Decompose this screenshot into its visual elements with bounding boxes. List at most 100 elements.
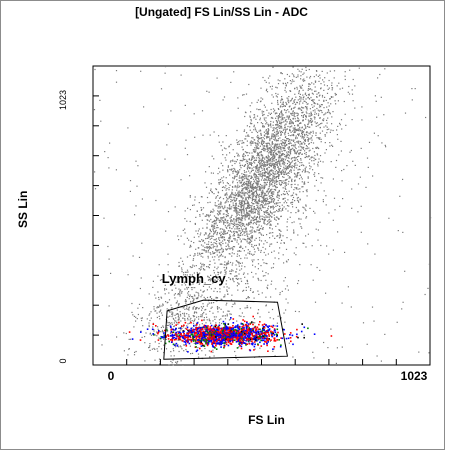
data-point bbox=[225, 189, 227, 191]
data-point bbox=[247, 180, 250, 182]
data-point bbox=[321, 130, 324, 132]
data-point bbox=[325, 292, 327, 294]
data-point bbox=[267, 161, 269, 163]
data-point bbox=[236, 207, 238, 209]
data-point bbox=[287, 289, 289, 291]
data-point bbox=[357, 183, 360, 185]
data-point bbox=[297, 210, 299, 213]
data-point bbox=[318, 138, 321, 140]
data-point bbox=[301, 137, 303, 139]
data-point bbox=[240, 315, 242, 317]
data-point bbox=[243, 94, 245, 96]
data-point bbox=[240, 177, 242, 179]
data-point bbox=[224, 225, 226, 227]
data-point bbox=[225, 185, 227, 187]
data-point bbox=[430, 217, 432, 219]
data-point bbox=[254, 210, 256, 212]
data-point bbox=[286, 205, 289, 207]
data-point bbox=[274, 183, 276, 185]
data-point bbox=[138, 303, 141, 305]
data-point bbox=[237, 282, 239, 284]
data-point bbox=[216, 234, 218, 236]
data-point bbox=[267, 179, 269, 181]
data-point bbox=[193, 113, 195, 115]
data-point bbox=[272, 198, 275, 200]
data-point bbox=[149, 349, 151, 351]
data-point bbox=[298, 155, 300, 157]
data-point bbox=[314, 113, 316, 115]
data-point bbox=[281, 146, 283, 148]
data-point bbox=[209, 326, 212, 328]
data-point bbox=[274, 144, 276, 146]
data-point bbox=[263, 198, 265, 200]
data-point bbox=[223, 223, 225, 225]
data-point bbox=[265, 272, 267, 274]
data-point bbox=[310, 156, 313, 158]
data-point bbox=[249, 129, 251, 131]
data-point bbox=[219, 243, 221, 245]
data-point bbox=[174, 206, 176, 208]
data-point bbox=[235, 218, 237, 220]
data-point bbox=[222, 154, 224, 156]
data-point bbox=[195, 291, 197, 293]
data-point bbox=[204, 250, 206, 252]
data-point bbox=[285, 140, 288, 142]
data-point bbox=[305, 246, 307, 248]
data-point bbox=[251, 231, 253, 233]
data-point bbox=[269, 151, 271, 153]
data-point bbox=[214, 280, 216, 282]
data-point bbox=[305, 116, 307, 118]
data-point bbox=[204, 242, 206, 244]
data-point bbox=[267, 145, 269, 147]
data-point bbox=[209, 201, 211, 203]
data-point bbox=[247, 135, 249, 137]
data-point bbox=[252, 183, 254, 185]
data-point bbox=[217, 278, 219, 280]
data-point bbox=[319, 155, 322, 157]
data-point bbox=[252, 178, 255, 180]
data-point bbox=[269, 182, 271, 184]
data-point bbox=[272, 96, 274, 98]
data-point bbox=[187, 319, 189, 321]
data-point bbox=[213, 222, 215, 224]
data-point bbox=[307, 156, 309, 158]
data-point bbox=[239, 246, 241, 248]
data-point bbox=[249, 210, 251, 212]
data-point bbox=[257, 142, 259, 144]
data-point bbox=[248, 297, 250, 299]
data-point bbox=[219, 288, 221, 290]
data-point bbox=[268, 213, 270, 216]
data-point bbox=[307, 176, 309, 178]
data-point bbox=[233, 230, 235, 232]
data-point bbox=[291, 165, 293, 167]
data-point bbox=[319, 104, 321, 106]
data-point bbox=[253, 174, 255, 176]
data-point bbox=[270, 145, 272, 147]
data-point bbox=[225, 135, 227, 137]
data-point bbox=[286, 103, 288, 106]
data-point bbox=[304, 106, 307, 108]
data-point bbox=[301, 112, 303, 114]
data-point bbox=[178, 317, 180, 319]
data-point bbox=[245, 161, 247, 163]
data-point bbox=[168, 309, 170, 311]
data-point bbox=[255, 145, 257, 147]
data-point bbox=[243, 338, 245, 340]
data-point bbox=[295, 120, 297, 122]
data-point bbox=[314, 109, 316, 111]
data-point bbox=[289, 152, 292, 154]
data-point bbox=[145, 332, 147, 334]
data-point bbox=[190, 240, 192, 242]
data-point bbox=[220, 221, 222, 223]
data-point bbox=[206, 214, 208, 216]
data-point bbox=[257, 153, 259, 155]
data-points bbox=[93, 66, 432, 366]
data-point bbox=[311, 89, 313, 91]
data-point bbox=[168, 299, 171, 301]
data-point bbox=[222, 228, 224, 230]
data-point bbox=[292, 149, 295, 151]
data-point bbox=[279, 121, 281, 123]
data-point bbox=[242, 155, 244, 157]
data-point bbox=[254, 208, 256, 211]
data-point bbox=[293, 149, 295, 151]
